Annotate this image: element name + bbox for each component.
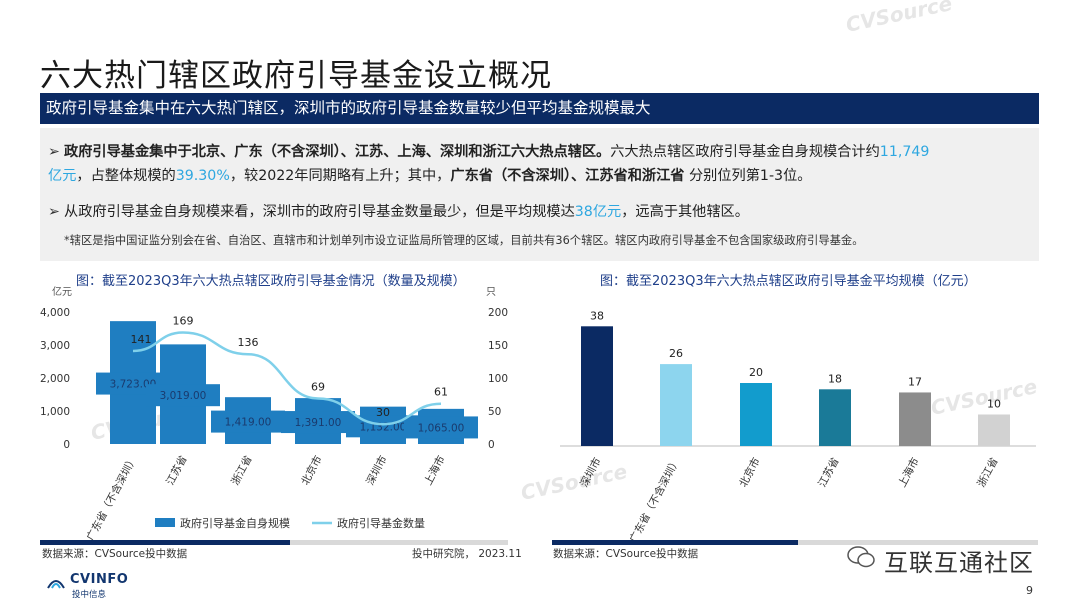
- y-right-tick-label: 100: [488, 373, 508, 385]
- y-right-tick-label: 50: [488, 406, 501, 418]
- line-data-label: 69: [311, 380, 325, 393]
- logo-text: CVINFO: [70, 572, 129, 587]
- y-right-tick-label: 0: [488, 439, 495, 451]
- avg-bar-data-label: 20: [749, 366, 763, 379]
- footer-strip: [798, 540, 1038, 545]
- summary-bullet-1: ➢ 政府引导基金集中于北京、广东（不含深圳）、江苏、上海、深圳和浙江六大热点辖区。…: [48, 140, 1033, 188]
- legend-bar-label: 政府引导基金自身规模: [180, 516, 290, 530]
- y-right-tick-label: 200: [488, 307, 508, 319]
- line-series-count: [132, 331, 442, 426]
- chart2-title: 图：截至2023Q3年六大热点辖区政府引导基金平均规模（亿元）: [600, 274, 977, 289]
- arrow-icon: ➢: [48, 204, 60, 220]
- summary-box: ➢ 政府引导基金集中于北京、广东（不含深圳）、江苏、上海、深圳和浙江六大热点辖区。…: [40, 128, 1039, 261]
- avg-bar-5: [978, 414, 1010, 446]
- x-tick-label: 上海市: [421, 453, 447, 487]
- page-number: 9: [1026, 584, 1033, 597]
- x-tick-label: 广东省（不含深圳）: [84, 453, 140, 543]
- avg-bar-data-label: 18: [828, 372, 842, 385]
- arrow-icon: ➢: [48, 144, 60, 160]
- x-tick-label: 北京市: [298, 453, 324, 487]
- avg-bar-0: [581, 326, 613, 446]
- legend-line-label: 政府引导基金数量: [337, 516, 425, 530]
- bar-data-label: 1,419.00: [225, 417, 272, 429]
- bar-data-label: 1,391.00: [295, 417, 342, 429]
- y-left-tick-label: 2,000: [40, 373, 70, 385]
- cvinfo-logo-icon: [46, 572, 66, 592]
- avg-bar-data-label: 26: [669, 347, 683, 360]
- bar-data-label: 3,723.00: [110, 379, 157, 391]
- chart2-x-tick-label: 深圳市: [577, 455, 603, 489]
- bar-label-band-2: [211, 410, 285, 433]
- line-data-label: 169: [173, 314, 194, 327]
- avg-bar-4: [899, 392, 931, 446]
- bar-data-label: 3,019.00: [160, 390, 207, 402]
- bar-data-label: 1,132.00: [360, 421, 407, 433]
- y-left-tick-label: 1,000: [40, 406, 70, 418]
- avg-bar-data-label: 10: [987, 398, 1001, 411]
- line-data-label: 61: [434, 386, 448, 399]
- chart1-title: 图：截至2023Q3年六大热点辖区政府引导基金情况（数量及规模）: [76, 274, 466, 289]
- y-left-tick-label: 3,000: [40, 340, 70, 352]
- source-right: 数据来源：CVSource投中数据: [553, 548, 699, 560]
- footnote: *辖区是指中国证监分别会在省、自治区、直辖市和计划单列市设立证监局所管理的区域，…: [64, 234, 864, 247]
- y-left-tick-label: 0: [63, 439, 70, 451]
- wechat-icon: [846, 544, 876, 570]
- line-data-label: 30: [376, 406, 390, 419]
- y-right-tick-label: 150: [488, 340, 508, 352]
- avg-bar-3: [819, 389, 851, 446]
- avg-bar-1: [660, 364, 692, 446]
- bar-label-band-1: [146, 384, 220, 407]
- logo-subtext: 投中信息: [72, 590, 107, 600]
- bar-label-band-5: [404, 416, 478, 439]
- bar-data-label: 1,065.00: [418, 422, 465, 434]
- footer-strip: [40, 540, 290, 545]
- chart2-x-tick-label: 上海市: [895, 455, 921, 489]
- y-right-unit: 只: [486, 287, 496, 298]
- avg-bar-data-label: 38: [590, 309, 604, 322]
- x-tick-label: 深圳市: [363, 453, 389, 487]
- bar-label-band-3: [281, 411, 355, 434]
- chart2-x-tick-label: 广东省（不含深圳）: [627, 455, 683, 545]
- line-data-label: 141: [131, 333, 152, 346]
- y-left-tick-label: 4,000: [40, 307, 70, 319]
- legend-bar-swatch: [155, 518, 175, 527]
- key-finding-banner: 政府引导基金集中在六大热门辖区，深圳市的政府引导基金数量较少但平均基金规模最大: [40, 93, 1039, 124]
- summary-bullet-2: ➢ 从政府引导基金自身规模来看，深圳市的政府引导基金数量最少，但是平均规模达38亿…: [48, 200, 1033, 224]
- chart2-x-tick-label: 浙江省: [974, 455, 1000, 489]
- chart2-x-tick-label: 江苏省: [815, 455, 841, 489]
- wechat-account-name: 互联互通社区: [884, 549, 1034, 577]
- org-left: 投中研究院， 2023.11: [412, 548, 522, 560]
- footer-strip: [552, 540, 798, 545]
- x-tick-label: 江苏省: [163, 453, 189, 487]
- y-left-unit: 亿元: [52, 285, 72, 298]
- avg-bar-2: [740, 383, 772, 446]
- chart2-x-tick-label: 北京市: [736, 455, 762, 489]
- avg-bar-data-label: 17: [908, 375, 922, 388]
- line-data-label: 136: [238, 336, 259, 349]
- footer-strip: [290, 540, 508, 545]
- page-title: 六大热门辖区政府引导基金设立概况: [40, 58, 552, 94]
- source-left: 数据来源：CVSource投中数据: [42, 548, 188, 560]
- x-tick-label: 浙江省: [228, 453, 254, 487]
